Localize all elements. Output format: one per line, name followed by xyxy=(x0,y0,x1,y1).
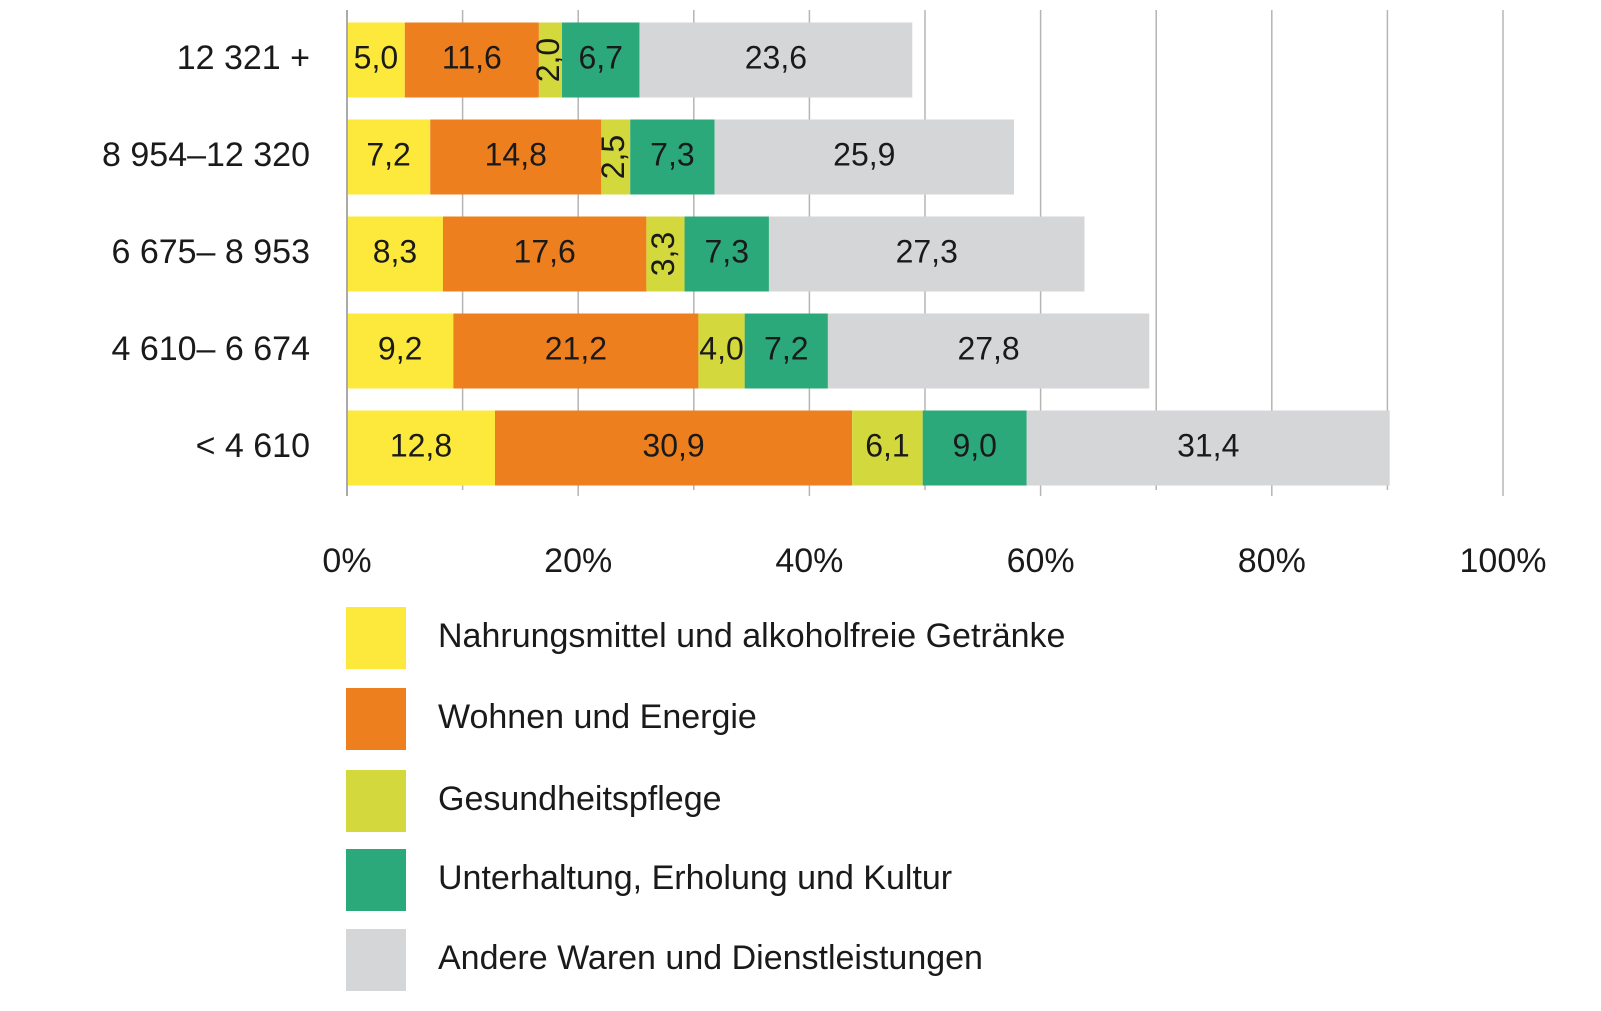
data-label: 3,3 xyxy=(645,232,681,276)
data-label: 9,0 xyxy=(952,427,996,463)
y-tick-label: 6 675– 8 953 xyxy=(111,233,310,271)
x-tick-label: 80% xyxy=(1238,542,1306,580)
bar-segment xyxy=(852,410,923,486)
data-label: 25,9 xyxy=(833,136,895,172)
bar-segment xyxy=(442,216,647,292)
bar-segment xyxy=(601,119,631,195)
data-label: 17,6 xyxy=(514,233,576,269)
data-label: 9,2 xyxy=(378,330,422,366)
data-label: 6,1 xyxy=(865,427,909,463)
legend-label: Andere Waren und Dienstleistungen xyxy=(438,939,983,977)
bar-segment xyxy=(768,216,1085,292)
bar-segment xyxy=(1026,410,1390,486)
bar-segment xyxy=(347,216,443,292)
x-tick-label: 100% xyxy=(1460,542,1547,580)
bar-segment xyxy=(827,313,1150,389)
data-label: 7,3 xyxy=(650,136,694,172)
data-label: 27,3 xyxy=(896,233,958,269)
data-label: 4,0 xyxy=(699,330,743,366)
bar-segment xyxy=(430,119,602,195)
legend-label: Unterhaltung, Erholung und Kultur xyxy=(438,859,952,897)
y-tick-label: < 4 610 xyxy=(196,427,310,465)
x-tick-label: 60% xyxy=(1007,542,1075,580)
bar-segment xyxy=(538,22,563,98)
bar-segment xyxy=(714,119,1015,195)
data-label: 11,6 xyxy=(442,39,502,75)
bar-segment xyxy=(646,216,685,292)
data-label: 21,2 xyxy=(545,330,607,366)
bar-segment xyxy=(347,22,405,98)
data-label: 2,5 xyxy=(595,135,631,179)
data-label: 5,0 xyxy=(354,39,398,75)
bar-segment xyxy=(639,22,913,98)
data-label: 8,3 xyxy=(373,233,417,269)
bar-segment xyxy=(630,119,715,195)
data-label: 14,8 xyxy=(485,136,547,172)
data-label: 2,0 xyxy=(530,38,566,82)
data-label: 7,3 xyxy=(705,233,749,269)
bar-segment xyxy=(684,216,769,292)
legend-swatch xyxy=(346,849,406,911)
bar-segment xyxy=(404,22,539,98)
data-label: 30,9 xyxy=(642,427,704,463)
legend-swatch xyxy=(346,607,406,669)
x-tick-label: 40% xyxy=(775,542,843,580)
data-label: 7,2 xyxy=(764,330,808,366)
legend-swatch xyxy=(346,770,406,832)
data-label: 27,8 xyxy=(957,330,1019,366)
x-tick-label: 20% xyxy=(544,542,612,580)
bar-segment xyxy=(494,410,853,486)
y-tick-label: 12 321 + xyxy=(177,39,310,77)
data-label: 6,7 xyxy=(578,39,622,75)
legend-label: Wohnen und Energie xyxy=(438,698,757,736)
x-tick-label: 0% xyxy=(322,542,371,580)
bar-segment xyxy=(453,313,699,389)
legend-swatch xyxy=(346,688,406,750)
data-label: 7,2 xyxy=(366,136,410,172)
bar-segment xyxy=(744,313,828,389)
legend-label: Gesundheitspflege xyxy=(438,780,722,818)
data-label: 31,4 xyxy=(1177,427,1239,463)
bar-segment xyxy=(347,313,454,389)
bar-segment xyxy=(562,22,640,98)
legend-swatch xyxy=(346,929,406,991)
legend-label: Nahrungsmittel und alkoholfreie Getränke xyxy=(438,617,1065,655)
bar-segment xyxy=(347,410,495,486)
data-label: 12,8 xyxy=(390,427,452,463)
bar-segment xyxy=(698,313,745,389)
y-tick-label: 8 954–12 320 xyxy=(102,136,310,174)
y-tick-label: 4 610– 6 674 xyxy=(111,330,310,368)
bar-segment xyxy=(347,119,431,195)
bar-segment xyxy=(922,410,1027,486)
data-label: 23,6 xyxy=(745,39,807,75)
